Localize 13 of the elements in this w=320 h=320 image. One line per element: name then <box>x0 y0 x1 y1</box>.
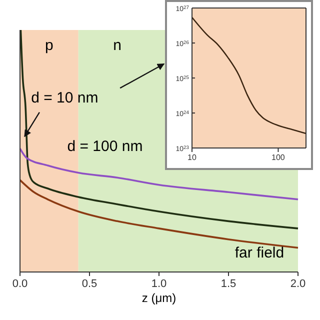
band-label: p <box>45 37 54 54</box>
x-tick-label: 1.5 <box>220 278 236 290</box>
x-axis-title: z (μm) <box>142 291 176 305</box>
series-label: far field <box>234 244 284 262</box>
x-tick-label: 1.0 <box>151 278 167 290</box>
series-label: d = 100 nm <box>67 138 143 155</box>
series-label: d = 10 nm <box>31 90 98 107</box>
x-tick-label: 0.5 <box>82 278 98 290</box>
x-tick-label: 2.0 <box>290 278 306 290</box>
x-tick-label: 0.0 <box>12 278 28 290</box>
x-tick-label: 100 <box>272 153 286 162</box>
band-label: n <box>113 37 122 54</box>
x-tick-label: 10 <box>188 153 197 162</box>
